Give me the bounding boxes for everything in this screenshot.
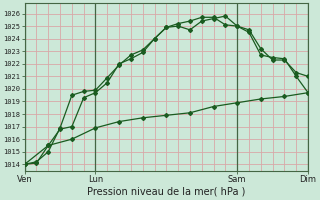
X-axis label: Pression niveau de la mer( hPa ): Pression niveau de la mer( hPa ) bbox=[87, 187, 245, 197]
